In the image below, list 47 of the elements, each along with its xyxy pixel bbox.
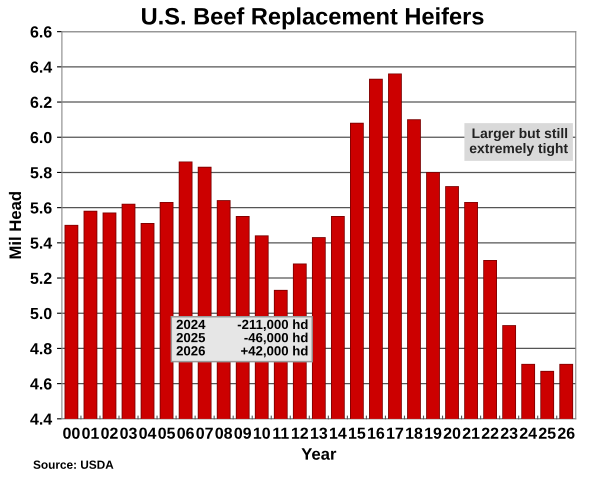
source-note: Source: USDA (33, 460, 114, 469)
x-tick-label: 23 (500, 428, 518, 439)
y-tick-label: 4.4 (30, 414, 52, 425)
text: 2024 -211,000 hd (176, 319, 308, 332)
x-tick-label: 24 (520, 428, 537, 439)
y-tick-label: 6.0 (30, 132, 52, 144)
y-tick-label: 5.2 (30, 272, 52, 284)
text: 2026 +42,000 hd (176, 346, 308, 358)
x-tick-label: 17 (387, 428, 404, 439)
y-tick-label: 6.4 (30, 61, 52, 73)
x-tick-label: 07 (196, 428, 213, 439)
y-tick-label: 5.6 (30, 202, 52, 214)
x-tick-label: 02 (101, 428, 118, 439)
x-tick-label: 13 (310, 428, 328, 439)
x-tick-label: 04 (139, 428, 156, 439)
x-tick-label: 19 (425, 428, 442, 439)
y-axis-title: Mil Head (8, 192, 22, 258)
y-tick-label: 4.8 (30, 343, 52, 354)
y-tick-label: 5.8 (30, 167, 52, 178)
x-tick-label: 10 (254, 428, 270, 439)
x-tick-label: 09 (234, 428, 251, 439)
x-tick-label: 01 (82, 428, 99, 439)
x-tick-label: 15 (349, 428, 366, 439)
x-tick-label: 08 (215, 428, 232, 439)
x-axis-title: Year (302, 448, 336, 460)
x-tick-label: 20 (444, 428, 460, 439)
y-tick-label: 6.2 (30, 96, 52, 108)
y-tick-label: 5.0 (30, 308, 52, 320)
y-tick-label: 6.6 (30, 26, 52, 38)
x-tick-label: 26 (558, 428, 575, 439)
text: 2025 -46,000 hd (176, 332, 308, 344)
y-tick-label: 4.6 (30, 378, 52, 390)
x-tick-label: 21 (462, 428, 480, 439)
x-tick-label: 00 (63, 428, 80, 439)
x-tick-label: 06 (177, 428, 194, 439)
x-tick-label: 22 (482, 428, 498, 439)
x-tick-label: 16 (368, 428, 384, 439)
x-tick-label: 18 (406, 428, 422, 439)
x-tick-label: 03 (120, 428, 137, 439)
x-tick-label: 14 (330, 428, 347, 439)
chart-title: U.S. Beef Replacement Heifers (142, 7, 484, 30)
x-tick-label: 11 (273, 428, 289, 439)
y-tick-label: 5.4 (30, 238, 52, 249)
x-tick-label: 12 (292, 428, 308, 439)
x-tick-label: 05 (158, 428, 176, 439)
annotation: Larger but still extremely tight (470, 128, 568, 156)
x-tick-label: 25 (538, 428, 556, 439)
